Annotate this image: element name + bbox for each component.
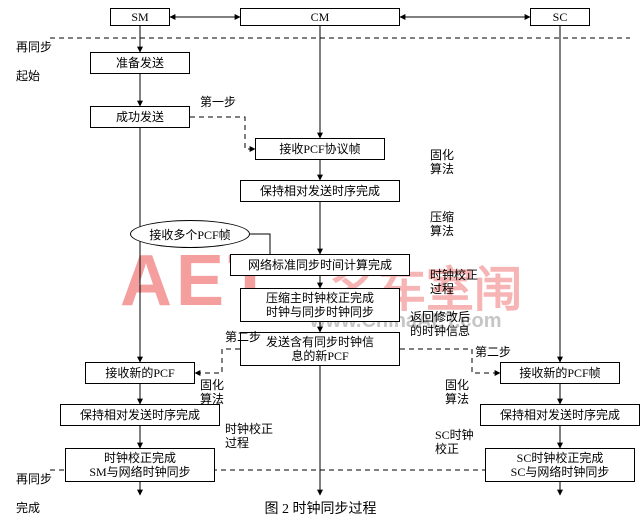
node-sc-done: SC时钟校正完成 SC与网络时钟同步 — [485, 448, 635, 482]
edge-label-clk-correct-left: 时钟校正 过程 — [225, 422, 273, 451]
edge-label-step2-right: 第二步 — [475, 345, 511, 359]
node-cm-hold: 保持相对发送时序完成 — [240, 180, 400, 202]
edge-label-clk-correct-right: 时钟校正 过程 — [430, 268, 478, 297]
edge-label-solidify-left: 固化 算法 — [200, 378, 224, 407]
edge-label-sc-clk-correct: SC时钟 校正 — [435, 428, 474, 457]
node-sm-hold: 保持相对发送时序完成 — [60, 404, 220, 426]
node-cm-compress: 压缩主时钟校正完成 时钟与同步时钟同步 — [240, 288, 400, 322]
node-sc-recv-new: 接收新的PCF帧 — [500, 362, 620, 384]
node-sm-success: 成功发送 — [90, 106, 190, 128]
edge-label-solidify-right: 固化 算法 — [430, 148, 454, 177]
node-sm-recv-new: 接收新的PCF — [85, 362, 195, 384]
node-cm-net-sync: 网络标准同步时间计算完成 — [230, 254, 410, 276]
figure-caption: 图 2 时钟同步过程 — [0, 498, 641, 518]
resync-start-label: 再同步 起始 — [10, 26, 52, 84]
node-sm-prepare: 准备发送 — [90, 52, 190, 74]
node-sm-done: 时钟校正完成 SM与网络时钟同步 — [65, 448, 215, 482]
lane-label: SC — [553, 10, 568, 24]
node-sc-hold: 保持相对发送时序完成 — [480, 404, 640, 426]
lane-header-cm: CM — [240, 8, 400, 26]
edge-label-compress-right: 压缩 算法 — [430, 210, 454, 239]
lane-header-sm: SM — [110, 8, 170, 26]
node-cm-send-new: 发送含有同步时钟信 息的新PCF — [240, 332, 400, 366]
node-cm-recv-multi: 接收多个PCF帧 — [130, 220, 250, 248]
edge-label-step2-left: 第二步 — [225, 330, 261, 344]
lane-label: SM — [131, 10, 148, 24]
edge-label-step1: 第一步 — [200, 95, 236, 109]
lane-label: CM — [311, 10, 330, 24]
lane-header-sc: SC — [530, 8, 590, 26]
edge-label-return-info: 返回修改后 的时钟信息 — [410, 310, 470, 339]
edge-label-solidify-sc: 固化 算法 — [445, 378, 469, 407]
node-cm-recv-pcf: 接收PCF协议帧 — [255, 138, 385, 160]
